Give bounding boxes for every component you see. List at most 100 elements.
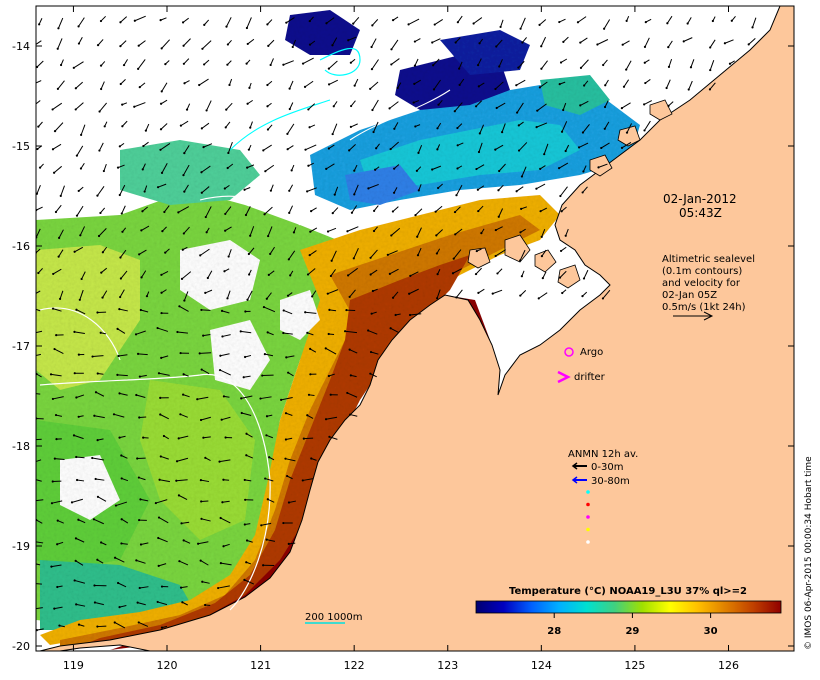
lon-tick-label: 124	[531, 659, 552, 672]
velocity-arrow-icon	[516, 102, 524, 113]
velocity-arrow-icon	[432, 58, 440, 66]
velocity-arrowhead-icon	[92, 518, 96, 521]
velocity-arrowhead-icon	[730, 19, 733, 22]
velocity-arrow-icon	[267, 498, 275, 503]
velocity-arrowhead-icon	[79, 234, 82, 237]
velocity-arrowhead-icon	[288, 211, 291, 214]
velocity-arrow-icon	[201, 122, 210, 129]
velocity-arrowhead-icon	[414, 125, 417, 128]
velocity-arrow-icon	[265, 164, 275, 172]
velocity-arrow-icon	[179, 560, 189, 566]
velocity-arrowhead-icon	[327, 147, 330, 150]
velocity-arrowhead-icon	[581, 295, 584, 298]
velocity-arrow-icon	[36, 330, 43, 334]
velocity-arrowhead-icon	[240, 397, 243, 400]
velocity-arrowhead-icon	[52, 171, 56, 174]
velocity-arrowhead-icon	[203, 63, 206, 66]
velocity-arrow-icon	[119, 392, 128, 396]
velocity-arrowhead-icon	[51, 307, 55, 310]
velocity-arrowhead-icon	[284, 457, 287, 460]
velocity-arrowhead-icon	[451, 272, 455, 275]
velocity-arrowhead-icon	[137, 621, 140, 624]
anmn-30-80-arrowhead-icon	[571, 476, 578, 484]
velocity-arrow-icon	[307, 268, 316, 275]
velocity-arrow-icon	[539, 19, 547, 26]
velocity-arrowhead-icon	[179, 351, 182, 355]
velocity-arrow-icon	[246, 17, 252, 29]
velocity-arrow-icon	[622, 40, 630, 46]
velocity-arrow-icon	[60, 185, 65, 197]
velocity-arrowhead-icon	[284, 438, 288, 441]
velocity-arrowhead-icon	[331, 132, 334, 136]
velocity-arrowhead-icon	[142, 144, 145, 148]
velocity-arrow-icon	[117, 374, 128, 377]
velocity-arrowhead-icon	[133, 105, 136, 108]
velocity-arrow-icon	[709, 39, 716, 48]
velocity-arrowhead-icon	[538, 86, 542, 89]
velocity-arrowhead-icon	[373, 209, 376, 212]
velocity-arrowhead-icon	[266, 128, 270, 131]
velocity-arrowhead-icon	[521, 41, 524, 44]
velocity-arrow-icon	[178, 494, 188, 501]
velocity-arrowhead-icon	[369, 87, 372, 90]
velocity-arrow-icon	[389, 101, 399, 109]
velocity-arrowhead-icon	[303, 85, 307, 88]
velocity-arrowhead-icon	[390, 63, 393, 66]
velocity-arrowhead-icon	[51, 397, 55, 401]
velocity-arrowhead-icon	[494, 148, 497, 151]
velocity-arrow-icon	[139, 82, 146, 88]
velocity-arrow-icon	[410, 313, 422, 316]
velocity-arrow-icon	[435, 229, 443, 236]
velocity-arrowhead-icon	[308, 126, 311, 129]
velocity-arrow-icon	[289, 102, 294, 110]
velocity-arrow-icon	[54, 348, 64, 355]
velocity-arrow-icon	[222, 500, 230, 503]
velocity-arrowhead-icon	[581, 131, 585, 134]
velocity-arrowhead-icon	[476, 188, 479, 191]
velocity-arrow-icon	[582, 186, 588, 193]
velocity-arrowhead-icon	[220, 418, 223, 421]
velocity-arrowhead-icon	[240, 411, 243, 415]
velocity-arrowhead-icon	[100, 541, 103, 544]
velocity-arrowhead-icon	[346, 391, 349, 395]
velocity-arrowhead-icon	[452, 257, 455, 260]
velocity-arrowhead-icon	[159, 148, 162, 151]
velocity-arrowhead-icon	[564, 149, 567, 153]
velocity-arrowhead-icon	[266, 83, 269, 87]
velocity-arrow-icon	[36, 100, 41, 105]
velocity-arrowhead-icon	[116, 581, 120, 585]
velocity-arrowhead-icon	[454, 233, 457, 236]
velocity-arrow-icon	[748, 37, 756, 45]
velocity-arrowhead-icon	[96, 194, 99, 197]
velocity-arrow-icon	[325, 416, 338, 420]
velocity-arrowhead-icon	[159, 102, 163, 105]
velocity-arrow-icon	[311, 290, 317, 297]
velocity-arrow-icon	[498, 59, 503, 67]
velocity-arrowhead-icon	[431, 168, 434, 171]
velocity-arrow-icon	[200, 479, 210, 483]
isobath-label: 200 1000m	[305, 612, 362, 623]
velocity-arrowhead-icon	[372, 130, 375, 134]
velocity-arrow-icon	[368, 183, 379, 189]
velocity-arrowhead-icon	[285, 356, 288, 359]
velocity-arrowhead-icon	[158, 478, 161, 481]
velocity-arrowhead-icon	[222, 545, 225, 548]
velocity-arrow-icon	[78, 37, 83, 44]
velocity-arrowhead-icon	[349, 413, 352, 416]
velocity-arrowhead-icon	[437, 186, 440, 190]
velocity-arrowhead-icon	[267, 44, 270, 47]
velocity-arrowhead-icon	[478, 42, 481, 45]
velocity-arrow-icon	[79, 289, 84, 300]
velocity-arrow-icon	[75, 560, 84, 566]
velocity-arrow-icon	[580, 37, 588, 43]
velocity-arrowhead-icon	[59, 63, 63, 67]
velocity-arrow-icon	[473, 17, 483, 24]
velocity-arrow-icon	[97, 39, 104, 46]
velocity-arrow-icon	[36, 583, 42, 585]
velocity-arrowhead-icon	[408, 292, 411, 295]
velocity-arrowhead-icon	[94, 477, 97, 481]
velocity-arrowhead-icon	[497, 189, 500, 192]
velocity-arrow-icon	[207, 270, 213, 279]
velocity-arrow-icon	[542, 271, 547, 279]
velocity-arrowhead-icon	[114, 504, 118, 507]
